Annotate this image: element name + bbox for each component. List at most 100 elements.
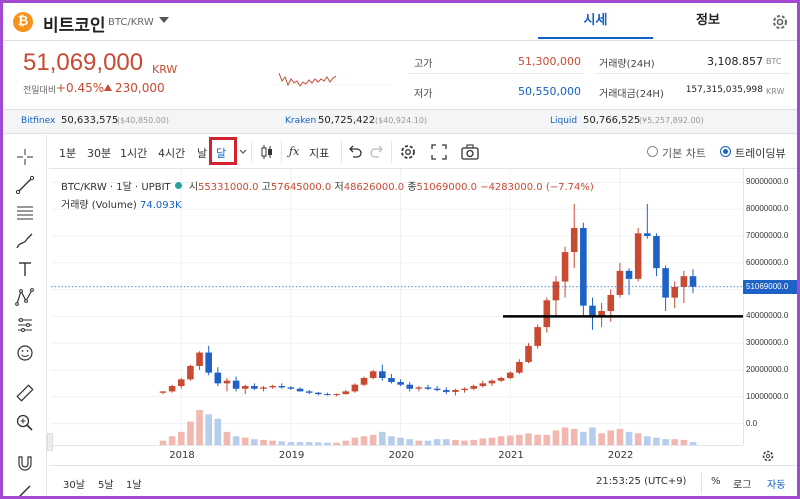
volume-bar [232,436,240,445]
pencil-lock-icon[interactable] [15,481,35,499]
gear-icon[interactable] [770,12,790,32]
exchange-price: 50,725,422 [318,115,376,126]
volume-bar [342,440,350,445]
percent-toggle[interactable]: % [711,476,721,487]
candle-body [433,388,441,391]
candle-body [251,386,258,389]
auto-toggle[interactable]: 자동 [767,480,786,491]
clock[interactable]: 21:53:25 (UTC+9) [596,476,687,487]
candle-body [479,383,487,387]
candle-body [296,388,304,392]
volume-bar [625,431,633,445]
measure-icon[interactable] [15,315,35,335]
candle-body [516,361,523,373]
interval-4h[interactable]: 4시간 [158,147,186,160]
range-30d[interactable]: 30날 [63,480,85,491]
divider [409,73,584,74]
volume-bar [177,431,185,445]
exchange-prices: Bitfinex 50,633,575 ($40,850.00) Kraken … [3,110,797,134]
radio-basic-chart[interactable] [647,146,658,157]
candle-body [671,286,679,298]
volume-bar [644,436,651,445]
chevron-down-icon[interactable] [239,149,247,155]
time-axis[interactable]: 2018 2019 2020 2021 2022 [51,445,743,465]
y-tick-label: 70000000.0 [746,230,789,240]
volume-legend: 거래량 (Volume) 74.093K [61,196,182,211]
interval-month[interactable]: 달 [216,147,227,160]
magnet-icon[interactable] [15,453,35,473]
interval-day[interactable]: 날 [197,147,208,160]
candles-icon[interactable] [259,143,275,161]
candle-body [415,387,423,389]
volume-bar [315,442,322,445]
candle-body [406,384,414,389]
pattern-icon[interactable] [15,287,35,307]
ruler-icon[interactable] [15,383,35,403]
coin-name: 비트코인 [43,16,106,36]
candle-body [260,387,267,389]
zoom-in-icon[interactable] [15,413,35,433]
volume-bar [305,442,313,445]
interval-1h[interactable]: 1시간 [120,147,148,160]
fullscreen-icon[interactable] [430,143,448,161]
candle-body [452,390,459,392]
candle-body [177,379,185,387]
interval-1m[interactable]: 1분 [59,147,77,160]
candle-body [525,345,532,362]
tradingview-label[interactable]: 트레이딩뷰 [735,147,786,160]
redo-icon[interactable] [369,145,385,159]
tab-info[interactable]: 정보 [696,13,720,28]
y-tick-label: 80000000.0 [746,204,789,214]
volume-bar [397,437,404,445]
exchange-usd-price: ($40,924.10) [375,116,428,125]
x-tick-label: 2020 [388,450,415,461]
volume-bar [205,414,212,445]
volume-bar [269,440,276,445]
gear-icon[interactable] [399,143,417,161]
indicators-button[interactable]: 지표 [309,147,330,160]
fx-icon[interactable]: ƒx [289,145,300,158]
price-axis[interactable]: 90000000.0 80000000.0 70000000.0 60000000.0… [743,169,797,445]
text-icon[interactable] [15,259,35,279]
collapse-toolbar-handle[interactable] [47,433,53,451]
high-label: 고 [261,182,271,193]
volume-bar [187,421,194,445]
low-value: 50,550,000 [518,85,581,98]
smiley-icon[interactable] [15,343,35,363]
volume-bar [589,427,596,445]
candle-body [159,391,167,393]
drawing-toolbar [3,135,47,499]
brush-icon[interactable] [15,231,35,251]
candlestick-chart[interactable] [51,169,743,445]
horizontal-lines-icon[interactable] [15,203,35,223]
candle-body [369,371,377,379]
volume-bar [525,433,532,445]
log-toggle[interactable]: 로그 [733,480,752,491]
symbol-label: BTC/KRW · 1달 · UPBIT [61,182,171,193]
exchange-name[interactable]: Bitfinex [21,116,56,126]
exchange-name[interactable]: Kraken [285,116,317,126]
volume-bar [580,431,587,445]
gear-icon[interactable] [761,449,775,463]
crosshair-icon[interactable] [15,147,35,167]
tab-quote[interactable]: 시세 [538,3,653,39]
exchange-name[interactable]: Liquid [550,116,578,126]
range-1d[interactable]: 1날 [126,480,142,491]
candle-body [580,227,587,306]
range-5d[interactable]: 5날 [98,480,114,491]
radio-tradingview[interactable] [720,146,731,157]
candle-body [689,276,697,287]
camera-icon[interactable] [460,143,480,161]
y-tick-label: 90000000.0 [746,177,789,187]
volume-bar [223,431,231,445]
interval-30m[interactable]: 30분 [87,147,112,160]
volume-value: 74.093K [139,200,182,211]
live-status-dot-icon [174,182,182,189]
candle-body [470,386,477,389]
undo-icon[interactable] [347,145,363,159]
low-label: 저가 [414,89,433,100]
trend-line-icon[interactable] [15,175,35,195]
basic-chart-label[interactable]: 기본 차트 [662,147,706,160]
caret-down-icon[interactable] [159,17,169,23]
